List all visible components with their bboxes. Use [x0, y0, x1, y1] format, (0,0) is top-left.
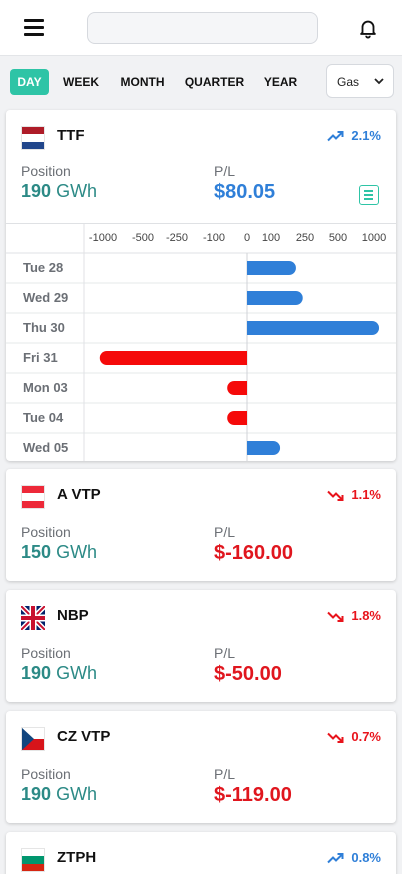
pl-bar-base — [240, 351, 247, 365]
pl-label: P/L — [214, 645, 236, 661]
pl-bar-base — [240, 381, 247, 395]
price-change: 1.1% — [327, 487, 381, 502]
bulgaria-flag-icon — [21, 848, 45, 872]
pl-bar — [247, 441, 281, 455]
position-amount: 190 — [21, 784, 52, 804]
position-unit: GWh — [56, 663, 98, 683]
position-amount: 190 — [21, 181, 52, 201]
market-card-czvtp[interactable]: CZ VTP 0.7% Position P/L 190 GWh $-119.0… — [6, 711, 396, 823]
pl-bar — [247, 291, 303, 305]
market-card-nbp[interactable]: NBP 1.8% Position P/L 190 GWh $-50.00 — [6, 590, 396, 702]
pl-bar — [247, 321, 380, 335]
category-label: Wed 29 — [23, 290, 68, 305]
position-value: 150 GWh — [21, 542, 97, 563]
x-tick-label: -1000 — [89, 232, 117, 244]
x-tick-label: 0 — [244, 232, 250, 244]
position-value: 190 GWh — [21, 784, 97, 805]
position-unit: GWh — [56, 784, 98, 804]
price-change-value: 2.1% — [351, 128, 381, 143]
tab-quarter[interactable]: QUARTER — [184, 75, 245, 89]
category-label: Thu 30 — [23, 320, 65, 335]
trending-up-icon — [327, 131, 344, 142]
category-label: Mon 03 — [23, 380, 68, 395]
search-input[interactable] — [87, 12, 318, 44]
price-change-value: 0.8% — [351, 850, 381, 865]
pl-bar-base — [247, 441, 254, 455]
commodity-select[interactable]: Gas — [326, 64, 394, 98]
details-list-button[interactable] — [359, 185, 379, 205]
market-card-ttf[interactable]: TTF 2.1% Position P/L 190 GWh $80.05 -10… — [6, 110, 396, 461]
category-label: Fri 31 — [23, 350, 58, 365]
commodity-select-value: Gas — [337, 75, 360, 89]
uk-flag-icon — [21, 606, 45, 630]
position-label: Position — [21, 645, 71, 661]
austria-flag-icon — [21, 485, 45, 509]
trending-down-icon — [327, 490, 344, 501]
trending-up-icon — [327, 853, 344, 864]
position-value: 190 GWh — [21, 663, 97, 684]
category-label: Wed 05 — [23, 440, 68, 455]
market-card-ztph[interactable]: ZTPH 0.8% — [6, 832, 396, 874]
price-change-value: 1.1% — [351, 487, 381, 502]
x-tick-label: 500 — [329, 232, 347, 244]
position-unit: GWh — [56, 542, 98, 562]
netherlands-flag-icon — [21, 126, 45, 150]
trending-down-icon — [327, 611, 344, 622]
pl-label: P/L — [214, 524, 236, 540]
price-change-value: 1.8% — [351, 608, 381, 623]
position-value: 190 GWh — [21, 181, 97, 202]
trending-down-icon — [327, 732, 344, 743]
hamburger-menu-icon[interactable] — [24, 17, 46, 37]
price-change: 0.8% — [327, 850, 381, 865]
pl-value: $80.05 — [214, 181, 276, 203]
market-name: ZTPH — [57, 849, 97, 866]
x-tick-label: -500 — [132, 232, 154, 244]
position-label: Position — [21, 524, 71, 540]
position-amount: 190 — [21, 663, 52, 683]
category-label: Tue 28 — [23, 260, 63, 275]
market-name: A VTP — [57, 486, 101, 503]
x-tick-label: 100 — [262, 232, 280, 244]
pl-value: $-119.00 — [214, 784, 292, 806]
pl-value: $-50.00 — [214, 663, 282, 685]
top-app-bar — [0, 0, 402, 56]
position-unit: GWh — [56, 181, 98, 201]
position-amount: 150 — [21, 542, 52, 562]
position-label: Position — [21, 766, 71, 782]
tab-year[interactable]: YEAR — [263, 75, 298, 89]
x-tick-label: 250 — [296, 232, 314, 244]
price-change: 0.7% — [327, 729, 381, 744]
pl-bar-chart: -1000 -500 -250 -100 0 100 250 500 1000 Tue 28 Wed… — [6, 223, 396, 461]
pl-bar-base — [247, 291, 254, 305]
x-tick-label: 1000 — [362, 232, 386, 244]
market-name: TTF — [57, 127, 85, 144]
x-tick-label: -250 — [166, 232, 188, 244]
category-label: Tue 04 — [23, 410, 64, 425]
pl-bar-base — [240, 411, 247, 425]
pl-label: P/L — [214, 163, 236, 179]
tab-month[interactable]: MONTH — [120, 75, 165, 89]
x-tick-label: -100 — [203, 232, 225, 244]
pl-label: P/L — [214, 766, 236, 782]
tab-week[interactable]: WEEK — [63, 75, 99, 89]
period-tabs: DAY WEEK MONTH QUARTER YEAR Gas — [0, 62, 402, 102]
position-label: Position — [21, 163, 71, 179]
tab-day[interactable]: DAY — [10, 69, 49, 95]
pl-bar — [247, 261, 296, 275]
market-card-avtp[interactable]: A VTP 1.1% Position P/L 150 GWh $-160.00 — [6, 469, 396, 581]
notification-bell-icon[interactable] — [357, 17, 379, 39]
czech-flag-icon — [21, 727, 45, 751]
pl-bar-base — [247, 261, 254, 275]
pl-value: $-160.00 — [214, 542, 293, 564]
chevron-down-icon — [374, 78, 384, 85]
market-name: NBP — [57, 607, 89, 624]
pl-bar — [99, 351, 247, 365]
price-change: 1.8% — [327, 608, 381, 623]
price-change: 2.1% — [327, 128, 381, 143]
market-name: CZ VTP — [57, 728, 111, 745]
pl-bar-base — [247, 321, 254, 335]
price-change-value: 0.7% — [351, 729, 381, 744]
